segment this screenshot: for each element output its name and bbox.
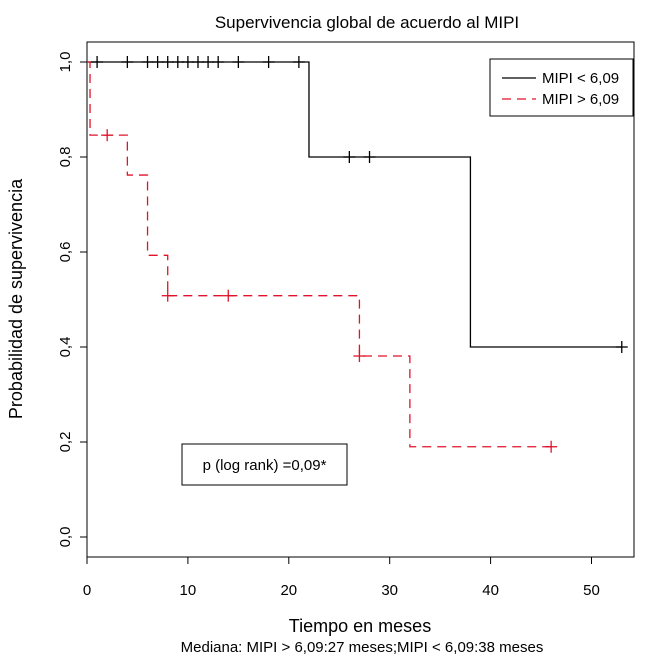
censor-mark <box>232 56 245 68</box>
censor-mark <box>292 56 305 68</box>
series-line <box>87 61 552 448</box>
x-tick-label: 10 <box>180 582 197 599</box>
censor-mark <box>121 56 134 68</box>
annotation-box: p (log rank) =0,09* <box>181 443 348 486</box>
chart-title: Supervivencia global de acuerdo al MIPI <box>215 13 519 32</box>
censor-mark <box>161 56 174 68</box>
x-tick-label: 40 <box>482 582 499 599</box>
y-tick-label: 0,0 <box>57 527 74 548</box>
legend-label: MIPI > 6,09 <box>542 91 619 108</box>
censor-mark <box>101 129 114 142</box>
series-layer <box>87 56 628 453</box>
x-tick-label: 20 <box>280 582 297 599</box>
y-axis: 0,0 0,2 0,4 0,6 0,8 1,0 <box>57 52 88 548</box>
y-axis-label: Probabilidad de supervivencia <box>6 178 26 419</box>
plot-frame <box>86 41 635 558</box>
censor-mark <box>191 56 204 68</box>
censor-mark <box>222 289 235 302</box>
legend: MIPI < 6,09 MIPI > 6,09 <box>489 58 634 117</box>
censor-mark <box>262 56 275 68</box>
censor-mark <box>363 151 376 163</box>
censor-mark <box>615 341 628 353</box>
censor-mark <box>343 151 356 163</box>
x-tick-label: 50 <box>583 582 600 599</box>
censor-mark <box>171 56 184 68</box>
censor-mark <box>202 56 215 68</box>
censor-mark <box>91 56 104 68</box>
censor-mark <box>151 56 164 68</box>
y-tick-label: 0,6 <box>57 242 74 263</box>
x-tick-label: 0 <box>83 582 91 599</box>
y-tick-label: 0,2 <box>57 432 74 453</box>
legend-box <box>489 58 634 117</box>
y-tick-label: 0,4 <box>57 337 74 358</box>
censor-mark <box>161 289 174 302</box>
censor-mark <box>545 440 558 453</box>
x-axis: 0 10 20 30 40 50 <box>83 556 600 599</box>
y-tick-label: 0,8 <box>57 147 74 168</box>
censor-mark <box>141 56 154 68</box>
y-tick-label: 1,0 <box>57 52 74 73</box>
censor-mark <box>181 56 194 68</box>
x-tick-label: 30 <box>381 582 398 599</box>
legend-label: MIPI < 6,09 <box>542 70 619 87</box>
censor-mark <box>353 350 366 363</box>
x-axis-label: Tiempo en meses <box>289 616 431 636</box>
annotation-text: p (log rank) =0,09* <box>203 457 327 474</box>
subtitle: Mediana: MIPI > 6,09:27 meses;MIPI < 6,0… <box>181 639 544 656</box>
censor-mark <box>212 56 225 68</box>
